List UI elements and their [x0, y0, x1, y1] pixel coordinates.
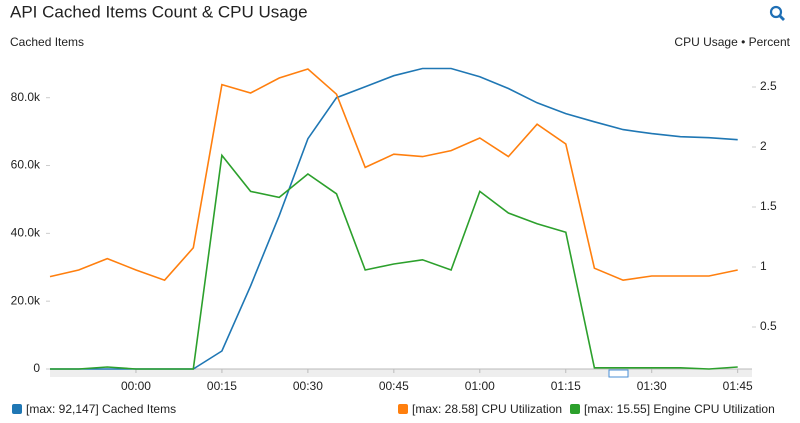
series-line [49, 68, 738, 282]
chart-title: API Cached Items Count & CPU Usage [10, 2, 308, 21]
x-tick-label: 01:30 [637, 379, 667, 393]
x-axis-band [50, 369, 752, 377]
y2-tick-label: 2 [760, 139, 767, 153]
legend-swatch [12, 404, 22, 414]
y-tick-label: 0 [33, 361, 40, 375]
y2-tick-label: 0.5 [760, 319, 777, 333]
zoom-handle[interactable] [608, 369, 629, 378]
x-tick-label: 01:15 [551, 379, 581, 393]
y2-axis-label: CPU Usage • Percent [674, 35, 790, 49]
x-tick-label: 01:00 [465, 379, 495, 393]
legend-label: [max: 28.58] CPU Utilization [412, 402, 562, 416]
y-axis-label: Cached Items [10, 35, 84, 49]
x-tick-label: 00:45 [379, 379, 409, 393]
x-tick-label: 00:30 [293, 379, 323, 393]
y2-tick-label: 1.5 [760, 199, 777, 213]
y-tick-label: 20.0k [11, 293, 41, 307]
legend-swatch [398, 404, 408, 414]
y-tick-label: 60.0k [11, 158, 41, 172]
y-tick-label: 40.0k [11, 226, 41, 240]
y-tick-label: 80.0k [11, 90, 41, 104]
legend-label: [max: 15.55] Engine CPU Utilization [584, 402, 775, 416]
x-tick-label: 00:00 [121, 379, 151, 393]
series-line [50, 153, 738, 370]
y2-tick-label: 2.5 [760, 79, 777, 93]
series-line [50, 67, 738, 370]
x-tick-label: 01:45 [723, 379, 753, 393]
x-tick-label: 00:15 [207, 379, 237, 393]
y2-tick-label: 1 [760, 259, 767, 273]
legend-label: [max: 92,147] Cached Items [26, 402, 176, 416]
legend-swatch [570, 404, 580, 414]
zoom-icon[interactable] [769, 5, 785, 21]
